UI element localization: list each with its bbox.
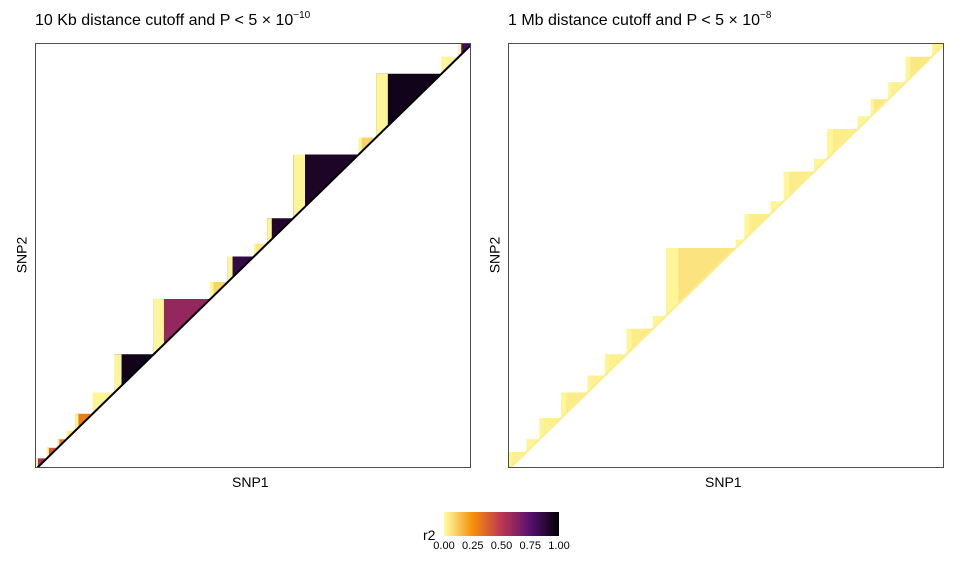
heatmap-plot-left — [36, 44, 470, 467]
ld-block-edge-6 — [626, 328, 632, 355]
panel-title-left: 10 Kb distance cutoff and P < 5 × 10−10 — [35, 10, 311, 30]
ld-block-edge-10 — [744, 214, 750, 240]
ld-block-10 — [254, 243, 268, 257]
diagonal-line — [509, 44, 943, 467]
ld-block-edge-19 — [931, 44, 935, 57]
ld-block-18 — [905, 56, 932, 83]
x-axis-label-right: SNP1 — [705, 474, 742, 490]
ld-block-edge-14 — [376, 73, 388, 138]
ld-block-edge-7 — [153, 299, 164, 355]
legend-tick-0: 0.00 — [433, 540, 455, 552]
ld-block-edge-8 — [665, 248, 679, 316]
ld-block-edge-11 — [267, 218, 272, 244]
legend-colorbar — [444, 512, 559, 536]
ld-block-edge-16 — [870, 99, 875, 117]
legend-tick-4: 1.00 — [548, 540, 570, 552]
y-axis-label-left: SNP2 — [13, 236, 30, 274]
legend-tick-1: 0.25 — [462, 540, 484, 552]
title-left-exponent: −10 — [293, 10, 311, 21]
ld-block-edge-10 — [254, 243, 257, 257]
x-axis-label-left: SNP1 — [232, 474, 269, 490]
panel-title-right: 1 Mb distance cutoff and P < 5 × 10−8 — [508, 10, 772, 30]
heatmap-plot-right — [509, 44, 943, 467]
ld-block-2 — [539, 418, 562, 440]
legend-tick-2: 0.50 — [490, 540, 513, 552]
ld-block-1 — [526, 439, 540, 452]
legend-tick-3: 0.75 — [519, 540, 541, 552]
ld-block-edge-18 — [905, 56, 911, 83]
ld-block-edge-0 — [509, 452, 513, 467]
ld-block-edge-8 — [210, 282, 214, 299]
ld-block-edge-4 — [587, 375, 591, 393]
ld-block-1 — [46, 447, 58, 459]
ld-block-edge-11 — [770, 201, 773, 214]
ld-block-edge-2 — [539, 418, 544, 440]
ld-block-edge-15 — [857, 116, 861, 129]
title-right-text: 1 Mb distance cutoff and P < 5 × 10 — [508, 12, 761, 29]
ld-block-edge-7 — [652, 316, 656, 329]
diagonal-line — [36, 44, 470, 467]
title-left-text: 10 Kb distance cutoff and P < 5 × 10 — [35, 12, 294, 29]
ld-block-edge-4 — [75, 413, 79, 431]
ld-block-edge-15 — [441, 56, 445, 74]
ld-block-edge-5 — [604, 354, 609, 376]
ld-block-edge-16 — [458, 44, 462, 57]
ld-block-edge-0 — [36, 458, 38, 467]
y-axis-label-right: SNP2 — [486, 236, 503, 274]
ld-block-edge-12 — [293, 154, 306, 219]
ld-block-edge-6 — [114, 354, 122, 393]
ld-block-edge-5 — [92, 392, 97, 414]
ld-block-edge-3 — [561, 392, 567, 418]
ld-block-3 — [66, 430, 76, 440]
ld-block-13 — [814, 158, 828, 172]
ld-block-7 — [652, 316, 666, 329]
ld-block-edge-12 — [783, 171, 790, 202]
title-right-exponent: −8 — [760, 10, 772, 21]
ld-block-edge-9 — [227, 256, 233, 282]
ld-block-edge-17 — [888, 82, 892, 100]
ld-block-11 — [267, 218, 294, 244]
ld-block-edge-14 — [827, 129, 833, 159]
heatmap-panel-left — [35, 43, 471, 468]
ld-block-edge-13 — [814, 158, 817, 172]
heatmap-panel-right — [508, 43, 944, 468]
color-legend: r2 0.00 0.25 0.50 0.75 1.00 — [420, 510, 570, 560]
ld-block-edge-13 — [358, 137, 362, 155]
ld-block-edge-1 — [526, 439, 529, 452]
legend-title: r2 — [423, 527, 436, 543]
